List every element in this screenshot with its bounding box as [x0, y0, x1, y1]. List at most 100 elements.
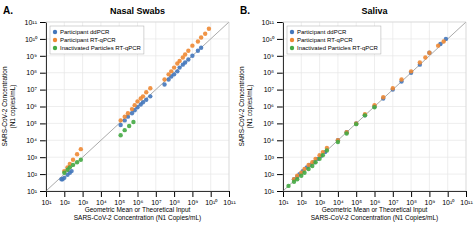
- tick-mark: [40, 140, 46, 141]
- plot-area: [283, 22, 466, 191]
- point: [344, 131, 348, 135]
- y-axis: 10¹10²10³10⁴10⁵10⁶10⁷10⁸10⁹10¹⁰10¹¹: [25, 19, 47, 195]
- tick: 10¹: [27, 188, 46, 195]
- legend-item: Participant ddPCR: [53, 29, 110, 35]
- tick: 10⁵: [114, 191, 125, 206]
- tick-mark: [448, 191, 449, 197]
- tick: 10⁶: [133, 191, 144, 206]
- point: [69, 169, 73, 173]
- x-axis: 10¹10²10³10⁴10⁵10⁶10⁷10⁸10⁹10¹⁰10¹¹: [278, 191, 473, 206]
- y-axis-label-line: (N1 copies/mL): [9, 84, 17, 128]
- grid-line-y: [46, 55, 229, 56]
- tick-label: 10⁸: [26, 69, 37, 76]
- tick-mark: [277, 157, 283, 158]
- point: [148, 86, 152, 90]
- x-axis-label-line: Geometric Mean or Theoretical Input: [322, 206, 428, 214]
- point: [317, 157, 321, 161]
- legend-item: Participant ddPCR: [290, 29, 347, 35]
- panel-label: B.: [240, 5, 250, 16]
- tick-label: 10⁸: [263, 69, 274, 76]
- point: [190, 43, 194, 47]
- point: [423, 55, 427, 59]
- tick-label: 10¹⁰: [205, 199, 218, 206]
- tick-label: 10¹: [264, 188, 275, 195]
- tick-mark: [40, 174, 46, 175]
- tick-label: 10²: [60, 199, 71, 206]
- point: [162, 82, 166, 86]
- panel-label: A.: [3, 5, 13, 16]
- tick-mark: [138, 191, 139, 197]
- tick-label: 10¹¹: [223, 199, 236, 206]
- tick: 10³: [27, 154, 46, 161]
- tick: 10²: [60, 191, 71, 206]
- y-axis-label: SARS-CoV-2 Concentration(N1 copies/mL): [1, 66, 17, 147]
- tick: 10⁹: [188, 191, 199, 206]
- y-axis-label-line: (N1 copies/mL): [246, 84, 254, 128]
- tick-mark: [40, 157, 46, 158]
- point: [126, 111, 130, 115]
- tick-mark: [64, 191, 65, 197]
- grid: [46, 22, 229, 191]
- tick-label: 10³: [27, 154, 38, 161]
- x-axis-label: Geometric Mean or Theoretical InputSARS-…: [74, 206, 202, 222]
- tick: 10⁵: [263, 120, 283, 127]
- tick: 10²: [27, 171, 46, 178]
- point: [399, 77, 403, 81]
- tick-label: 10⁵: [351, 199, 362, 206]
- legend: Participant ddPCRParticipant RT-qPCRInac…: [50, 26, 144, 54]
- tick-label: 10⁷: [388, 199, 399, 206]
- legend-marker: [290, 46, 294, 50]
- series: [292, 39, 446, 181]
- point: [199, 35, 203, 39]
- tick: 10⁶: [370, 191, 381, 206]
- tick: 10⁴: [26, 137, 46, 144]
- grid-line-y: [46, 89, 229, 90]
- tick-label: 10³: [264, 154, 275, 161]
- tick-mark: [40, 22, 46, 23]
- tick-label: 10¹¹: [460, 199, 473, 206]
- point: [313, 160, 317, 164]
- grid-line-y: [46, 174, 229, 175]
- tick: 10³: [264, 154, 283, 161]
- tick: 10⁷: [264, 86, 283, 93]
- point: [75, 152, 79, 156]
- point: [306, 163, 310, 167]
- tick-label: 10³: [315, 199, 326, 206]
- tick-label: 10⁴: [96, 199, 107, 206]
- point: [118, 123, 122, 127]
- tick-mark: [277, 39, 283, 40]
- tick-mark: [320, 191, 321, 197]
- point: [409, 69, 413, 73]
- tick-mark: [119, 191, 120, 197]
- tick: 10⁶: [26, 103, 46, 110]
- point: [381, 95, 385, 99]
- point: [75, 160, 79, 164]
- tick: 10⁵: [351, 191, 362, 206]
- tick-label: 10²: [264, 171, 275, 178]
- tick-mark: [277, 90, 283, 91]
- grid: [283, 22, 466, 191]
- grid-line-y: [46, 157, 229, 158]
- tick: 10¹¹: [25, 19, 46, 26]
- tick-label: 10⁹: [26, 53, 37, 60]
- tick: 10⁸: [26, 69, 46, 76]
- legend-label: Inactivated Particles RT-qPCR: [60, 45, 142, 51]
- y-axis: 10¹10²10³10⁴10⁵10⁶10⁷10⁸10⁹10¹⁰10¹¹: [262, 19, 284, 195]
- tick-label: 10⁶: [370, 199, 381, 206]
- point: [203, 32, 207, 36]
- plot-frame: [46, 22, 229, 191]
- legend: Participant ddPCRParticipant RT-qPCRInac…: [287, 26, 381, 54]
- tick-label: 10⁹: [425, 199, 436, 206]
- tick: 10⁹: [26, 53, 46, 60]
- tick-label: 10¹: [41, 199, 52, 206]
- legend-label: Participant RT-qPCR: [297, 37, 353, 43]
- point: [141, 94, 145, 98]
- point: [363, 113, 367, 117]
- point: [302, 171, 306, 175]
- point: [130, 107, 134, 111]
- tick: 10⁸: [406, 191, 417, 206]
- grid-line-y: [46, 140, 229, 141]
- point: [183, 60, 187, 64]
- chart-svg: 10¹ 10² 10³ 10⁴ 10⁵ 10⁶ 10⁷ 10⁸ 10⁹ 10¹⁰ 10¹¹ 10¹ 10…: [0, 0, 474, 229]
- point: [306, 167, 310, 171]
